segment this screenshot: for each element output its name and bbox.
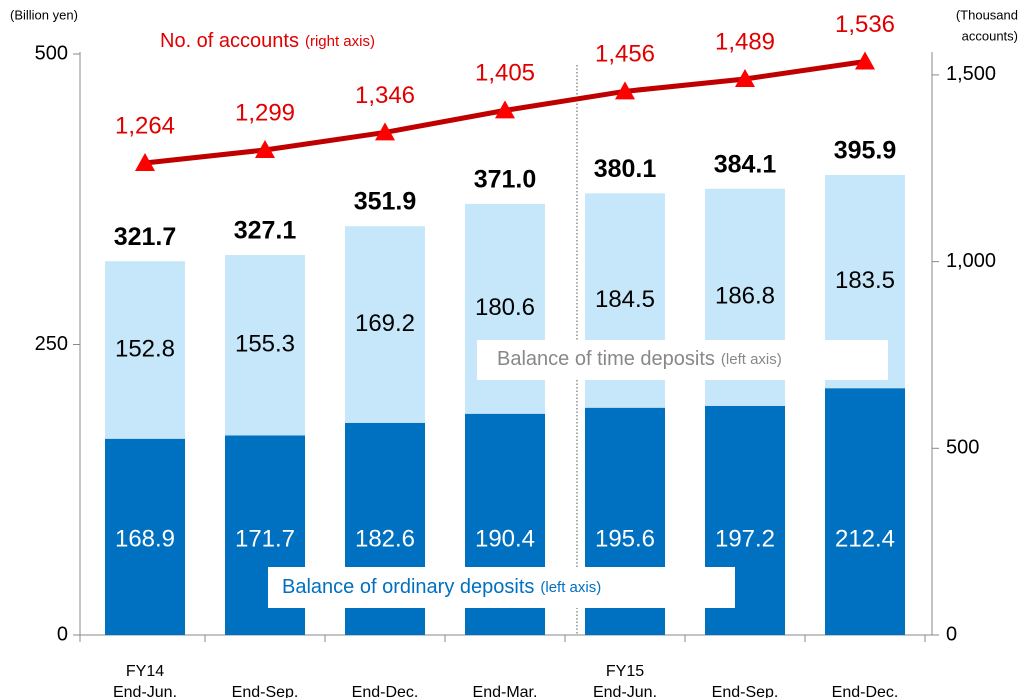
x-tick-label: End-Jun. — [593, 684, 657, 698]
y2-axis-label: (Thousand — [956, 7, 1018, 22]
x-tick-label: FY15 — [606, 663, 644, 680]
bar-label: 155.3 — [235, 331, 295, 358]
legend-ordinary: Balance of ordinary deposits (left axis) — [282, 576, 601, 598]
y2-tick-label: 0 — [946, 623, 957, 645]
bar-label: 152.8 — [115, 335, 175, 362]
y-tick-label: 250 — [35, 333, 68, 355]
accounts-marker — [615, 81, 635, 100]
accounts-marker — [855, 51, 875, 70]
accounts-marker — [495, 100, 515, 119]
bar-time — [345, 226, 425, 423]
y2-tick-label: 500 — [946, 437, 979, 459]
accounts-label: 1,346 — [355, 82, 415, 109]
bar-label: 184.5 — [595, 286, 655, 313]
y2-tick-label: 1,500 — [946, 63, 996, 85]
accounts-label: 1,405 — [475, 60, 535, 87]
legend-name: No. of accounts — [160, 30, 299, 52]
x-tick-label: End-Sep. — [232, 684, 299, 698]
x-tick-label: End-Dec. — [352, 684, 419, 698]
bar-label: 197.2 — [715, 525, 775, 552]
legend-box — [477, 340, 888, 380]
total-label: 321.7 — [114, 223, 177, 251]
bar-label: 212.4 — [835, 525, 895, 552]
total-label: 384.1 — [714, 150, 777, 178]
bar-label: 171.7 — [235, 525, 295, 552]
bar-label: 169.2 — [355, 310, 415, 337]
bar-ordinary — [105, 438, 185, 635]
accounts-marker — [135, 153, 155, 172]
total-label: 371.0 — [474, 166, 537, 194]
x-tick-label: End-Dec. — [832, 684, 899, 698]
x-tick-label: FY14 — [126, 663, 164, 680]
y2-axis-label: accounts) — [962, 28, 1018, 43]
legend-note: (right axis) — [305, 33, 375, 50]
bar-label: 190.4 — [475, 525, 535, 552]
bar-time — [105, 261, 185, 439]
x-tick-label: End-Jun. — [113, 684, 177, 698]
y2-tick-label: 1,000 — [946, 250, 996, 272]
legend-note: (left axis) — [540, 579, 601, 596]
bar-label: 183.5 — [835, 267, 895, 294]
legend-name: Balance of ordinary deposits — [282, 576, 534, 598]
x-tick-label: End-Sep. — [712, 684, 779, 698]
accounts-marker — [735, 69, 755, 88]
y-tick-label: 500 — [35, 42, 68, 64]
total-label: 327.1 — [234, 217, 297, 245]
bar-ordinary — [825, 388, 905, 635]
y-axis-label: (Billion yen) — [10, 7, 78, 22]
bar-label: 182.6 — [355, 525, 415, 552]
bar-label: 186.8 — [715, 283, 775, 310]
total-label: 351.9 — [354, 188, 417, 216]
legend-box — [268, 567, 735, 608]
accounts-marker — [375, 122, 395, 141]
accounts-label: 1,536 — [835, 11, 895, 38]
legend-note: (left axis) — [721, 351, 782, 368]
x-tick-label: End-Mar. — [473, 684, 538, 698]
accounts-label: 1,264 — [115, 112, 175, 139]
bar-label: 168.9 — [115, 525, 175, 552]
y-tick-label: 0 — [57, 623, 68, 645]
bar-time — [225, 255, 305, 436]
bar-label: 180.6 — [475, 294, 535, 321]
legend-name: Balance of time deposits — [497, 348, 715, 370]
bar-label: 195.6 — [595, 525, 655, 552]
accounts-label: 1,299 — [235, 99, 295, 126]
total-label: 380.1 — [594, 155, 657, 183]
total-label: 395.9 — [834, 137, 897, 165]
legend-accounts: No. of accounts (right axis) — [160, 30, 375, 52]
legend-time: Balance of time deposits (left axis) — [497, 348, 782, 370]
accounts-marker — [255, 139, 275, 158]
accounts-label: 1,456 — [595, 41, 655, 68]
accounts-label: 1,489 — [715, 28, 775, 55]
